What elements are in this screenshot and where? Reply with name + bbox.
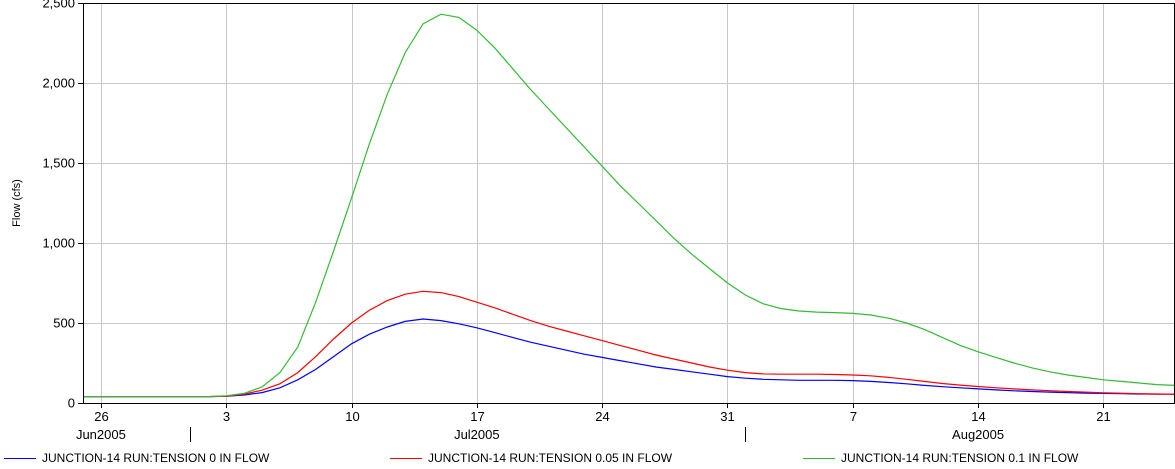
legend-label: JUNCTION-14 RUN:TENSION 0.1 IN FLOW <box>841 451 1079 465</box>
chart-legend: JUNCTION-14 RUN:TENSION 0 IN FLOW JUNCTIO… <box>0 451 1175 469</box>
plot-area <box>83 3 1175 403</box>
legend-label: JUNCTION-14 RUN:TENSION 0.05 IN FLOW <box>428 451 673 465</box>
x-tick-label: 31 <box>720 409 734 424</box>
x-tick-label: 3 <box>223 409 230 424</box>
x-tick-label: 7 <box>850 409 857 424</box>
x-month-label: Aug2005 <box>952 427 1004 442</box>
x-tick-label: 24 <box>595 409 609 424</box>
x-tick-label: 21 <box>1096 409 1110 424</box>
x-tick-label: 10 <box>345 409 359 424</box>
legend-swatch <box>803 457 835 459</box>
y-axis: 0 500 1,000 1,500 2,000 2,500 <box>42 0 83 411</box>
x-tick-label: 14 <box>971 409 985 424</box>
y-tick-label: 2,000 <box>42 76 75 91</box>
x-month-label: Jul2005 <box>454 427 500 442</box>
legend-item: JUNCTION-14 RUN:TENSION 0 IN FLOW <box>4 451 269 465</box>
legend-swatch <box>4 457 36 459</box>
x-tick-label: 17 <box>470 409 484 424</box>
x-month-label: Jun2005 <box>76 427 126 442</box>
legend-label: JUNCTION-14 RUN:TENSION 0 IN FLOW <box>42 451 270 465</box>
y-tick-label: 500 <box>53 316 75 331</box>
y-tick-label: 0 <box>68 396 75 411</box>
legend-item: JUNCTION-14 RUN:TENSION 0.1 IN FLOW <box>803 451 1078 465</box>
x-tick-label: 26 <box>94 409 108 424</box>
series-line <box>83 290 1175 398</box>
y-tick-label: 1,500 <box>42 156 75 171</box>
y-tick-label: 2,500 <box>42 0 75 11</box>
legend-item: JUNCTION-14 RUN:TENSION 0.05 IN FLOW <box>390 451 672 465</box>
series-line <box>83 318 1175 398</box>
series-lines <box>83 13 1175 398</box>
series-line <box>83 13 1175 398</box>
x-axis: 26 3 10 17 24 31 7 14 21 Jun2005 Jul2005 Aug2005 <box>76 403 1111 442</box>
y-tick-label: 1,000 <box>42 236 75 251</box>
y-axis-label: Flow (cfs) <box>11 179 23 227</box>
legend-swatch <box>390 457 422 459</box>
